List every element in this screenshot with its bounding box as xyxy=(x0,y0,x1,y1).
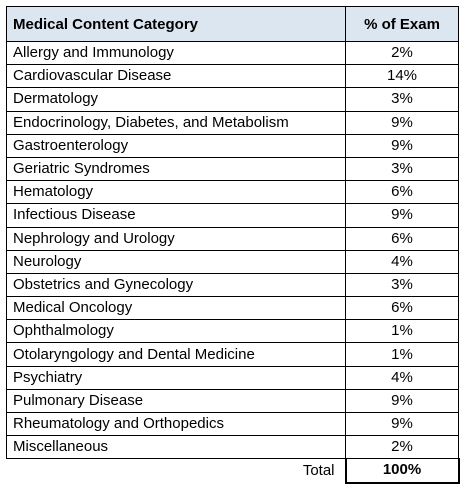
table-row: Rheumatology and Orthopedics 9% xyxy=(6,412,459,437)
row-percent: 6% xyxy=(345,296,459,321)
table-row: Obstetrics and Gynecology 3% xyxy=(6,273,459,298)
table-row: Dermatology 3% xyxy=(6,87,459,112)
table-row: Endocrinology, Diabetes, and Metabolism 9… xyxy=(6,111,459,135)
row-category: Gastroenterology xyxy=(6,134,346,158)
table-row: Pulmonary Disease 9% xyxy=(6,389,459,414)
row-category: Infectious Disease xyxy=(6,203,346,228)
table-header-row: Medical Content Category % of Exam xyxy=(6,6,459,42)
row-category: Dermatology xyxy=(6,87,346,112)
table-row: Gastroenterology 9% xyxy=(6,134,459,158)
row-category: Medical Oncology xyxy=(6,296,346,321)
table-row: Cardiovascular Disease 14% xyxy=(6,64,459,89)
header-category: Medical Content Category xyxy=(6,6,346,42)
row-category: Geriatric Syndromes xyxy=(6,157,346,182)
row-percent: 1% xyxy=(345,342,459,367)
total-label: Total xyxy=(6,458,346,483)
row-percent: 3% xyxy=(345,157,459,182)
row-category: Ophthalmology xyxy=(6,319,346,344)
table-row: Medical Oncology 6% xyxy=(6,296,459,321)
row-category: Psychiatry xyxy=(6,366,346,390)
table-row: Neurology 4% xyxy=(6,250,459,274)
exam-content-table: Medical Content Category % of Exam Aller… xyxy=(6,6,460,484)
row-category: Neurology xyxy=(6,250,346,274)
row-percent: 6% xyxy=(345,180,459,205)
row-category: Otolaryngology and Dental Medicine xyxy=(6,342,346,367)
table-row: Allergy and Immunology 2% xyxy=(6,41,459,66)
table-row: Geriatric Syndromes 3% xyxy=(6,157,459,182)
total-value: 100% xyxy=(344,458,460,484)
row-category: Rheumatology and Orthopedics xyxy=(6,412,346,437)
table-row: Nephrology and Urology 6% xyxy=(6,227,459,251)
row-percent: 9% xyxy=(345,412,459,437)
row-percent: 9% xyxy=(345,111,459,135)
row-percent: 2% xyxy=(345,41,459,66)
row-category: Allergy and Immunology xyxy=(6,41,346,66)
row-percent: 6% xyxy=(345,227,459,251)
table-row: Otolaryngology and Dental Medicine 1% xyxy=(6,342,459,367)
row-category: Obstetrics and Gynecology xyxy=(6,273,346,298)
row-percent: 14% xyxy=(345,64,459,89)
row-category: Nephrology and Urology xyxy=(6,227,346,251)
row-percent: 4% xyxy=(345,366,459,390)
total-row: Total 100% xyxy=(6,458,460,484)
table-row: Miscellaneous 2% xyxy=(6,435,459,460)
row-category: Hematology xyxy=(6,180,346,205)
row-category: Endocrinology, Diabetes, and Metabolism xyxy=(6,111,346,135)
table-row: Psychiatry 4% xyxy=(6,366,459,390)
row-category: Miscellaneous xyxy=(6,435,346,460)
row-category: Pulmonary Disease xyxy=(6,389,346,414)
row-percent: 9% xyxy=(345,134,459,158)
row-percent: 2% xyxy=(345,435,459,460)
row-percent: 3% xyxy=(345,273,459,298)
row-percent: 9% xyxy=(345,389,459,414)
row-percent: 9% xyxy=(345,203,459,228)
row-percent: 4% xyxy=(345,250,459,274)
table-row: Hematology 6% xyxy=(6,180,459,205)
row-percent: 3% xyxy=(345,87,459,112)
table-row: Infectious Disease 9% xyxy=(6,203,459,228)
table-row: Ophthalmology 1% xyxy=(6,319,459,344)
row-category: Cardiovascular Disease xyxy=(6,64,346,89)
row-percent: 1% xyxy=(345,319,459,344)
header-percent: % of Exam xyxy=(345,6,459,42)
